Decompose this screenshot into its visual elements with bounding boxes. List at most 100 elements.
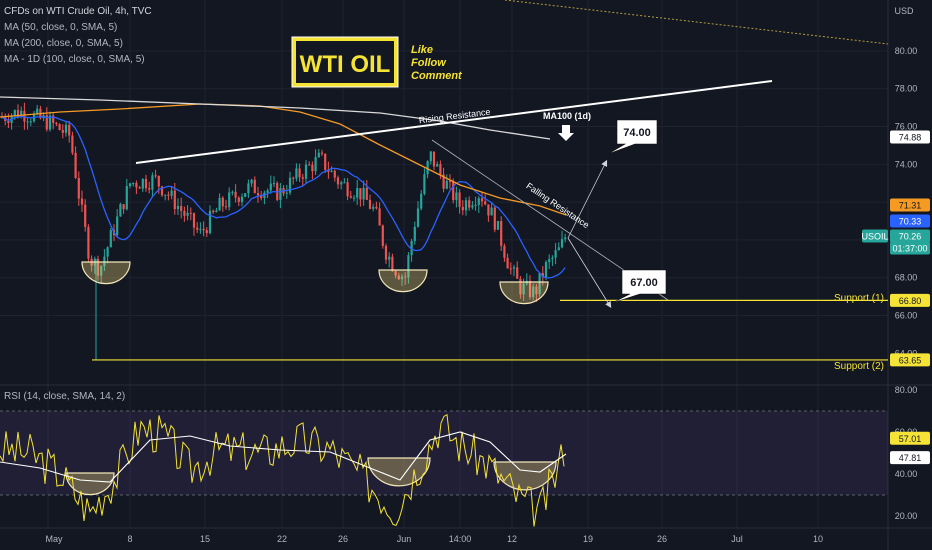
candle-body — [496, 221, 500, 230]
candle-body — [128, 183, 132, 187]
candle-body — [199, 228, 202, 230]
time-tick: 12 — [507, 534, 517, 544]
candle-body — [109, 230, 112, 248]
candle-body — [394, 271, 397, 276]
countdown-tag — [890, 241, 930, 255]
candle-body — [362, 187, 365, 200]
ma50-legend: MA (50, close, 0, SMA, 5) — [4, 22, 118, 33]
candle-body — [29, 121, 32, 123]
candle-body — [23, 110, 26, 122]
candle-body — [106, 247, 109, 257]
candle-body — [320, 152, 324, 154]
last-price-tag-text: 70.26 — [899, 232, 922, 242]
candle-body — [16, 110, 20, 118]
time-tick: 19 — [583, 534, 593, 544]
rsi-ma-tag — [890, 451, 930, 465]
price-tick: 68.00 — [895, 273, 918, 283]
candle-body — [260, 195, 263, 199]
candle-body — [170, 190, 173, 196]
candle-body — [324, 153, 327, 170]
candle-body — [528, 280, 532, 298]
ma200-line — [0, 103, 567, 216]
support-2-tag-text: 63.65 — [899, 355, 922, 365]
rsi-bottom-highlight — [367, 457, 431, 487]
candle-body — [100, 265, 103, 276]
time-tick: May — [45, 534, 63, 544]
candle-body — [176, 205, 180, 210]
symbol-title: CFDs on WTI Crude Oil, 4h, TVC — [4, 6, 152, 17]
candle-body — [439, 164, 442, 175]
rsi-tick: 40.00 — [895, 469, 918, 479]
rsi-tick: 80.00 — [895, 385, 918, 395]
symbol-tag — [862, 229, 888, 243]
candle-body — [404, 276, 407, 278]
candle-body — [221, 197, 224, 207]
candle-body — [279, 188, 282, 200]
candle-body — [52, 115, 55, 123]
candle-body — [410, 240, 413, 256]
candle-body — [500, 221, 503, 246]
support-1-tag-text: 66.80 — [899, 296, 922, 306]
candle-body — [474, 204, 477, 206]
candle-body — [266, 190, 269, 193]
candle-body — [378, 208, 381, 226]
candle-body — [292, 177, 295, 179]
time-tick: 8 — [127, 534, 132, 544]
candle-body — [503, 245, 506, 258]
candle-body — [285, 192, 288, 194]
candle-body — [125, 186, 128, 210]
dotted-trend-line — [504, 0, 889, 45]
rsi-ma-tag-text: 47.81 — [899, 453, 922, 463]
candle-body — [192, 213, 196, 228]
candle-body — [298, 168, 301, 178]
candle-body — [77, 177, 80, 199]
candle-body — [464, 200, 468, 211]
time-tick: 15 — [200, 534, 210, 544]
candle-body — [477, 198, 480, 205]
candle-body — [333, 170, 336, 178]
symbol-tag-text: USOIL — [861, 232, 888, 242]
rsi-tick: 20.00 — [895, 511, 918, 521]
candle-body — [215, 210, 218, 213]
candle-body — [202, 228, 205, 231]
candle-body — [144, 178, 148, 189]
ma1d-legend: MA - 1D (100, close, 0, SMA, 5) — [4, 54, 145, 65]
candle-body — [74, 152, 77, 178]
candle-body — [61, 130, 64, 133]
candle-body — [388, 256, 391, 260]
ma100-1d-line — [0, 96, 551, 140]
candle-body — [458, 192, 461, 207]
candle-body — [218, 197, 221, 211]
candle-body — [448, 180, 452, 182]
candle-body — [205, 230, 208, 234]
candle-body — [343, 182, 346, 184]
banner-title: WTI OIL — [300, 51, 391, 78]
countdown-tag-text: 01:37:00 — [892, 244, 927, 254]
time-tick: 14:00 — [449, 534, 472, 544]
target-up-callout — [607, 119, 658, 155]
banner-cta-comment: Comment — [411, 70, 463, 82]
time-tick: 22 — [277, 534, 287, 544]
price-tick: 78.00 — [895, 84, 918, 94]
candle-body — [36, 108, 39, 114]
rising-resistance-line — [135, 80, 773, 164]
candle-body — [173, 190, 176, 210]
time-tick: 26 — [338, 534, 348, 544]
candle-body — [509, 268, 512, 270]
target-up-callout-label: 74.00 — [623, 127, 651, 139]
candle-body — [250, 179, 253, 184]
candle-body — [445, 180, 448, 189]
candle-body — [512, 267, 516, 269]
candle-body — [455, 192, 458, 201]
candle-body — [122, 204, 125, 210]
ma50-price-tag — [890, 214, 930, 228]
candle-body — [96, 258, 100, 276]
price-tick: 74.00 — [895, 159, 918, 169]
support-2-tag — [890, 353, 930, 367]
candle-body — [68, 124, 71, 136]
candle-body — [157, 176, 160, 187]
candle-body — [330, 170, 333, 172]
ma100-down-arrow — [558, 125, 574, 141]
candle-body — [7, 120, 10, 124]
